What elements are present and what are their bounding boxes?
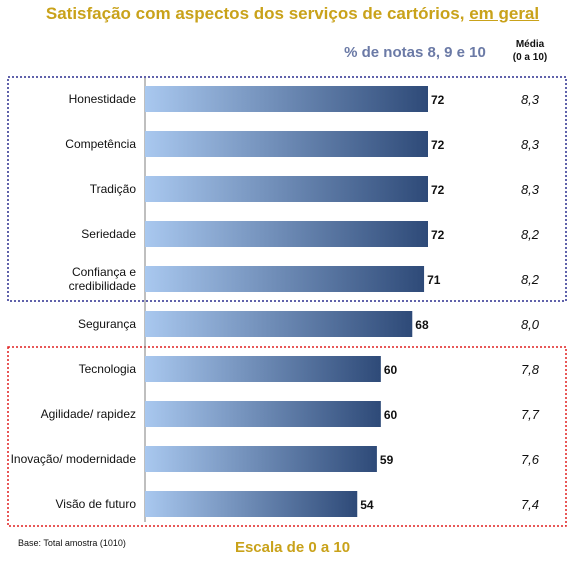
category-label-3: Seriedade — [81, 227, 136, 241]
bar-7 — [145, 401, 381, 427]
mean-label-5: 8,0 — [521, 317, 540, 332]
chart-title-emphasis: em geral — [469, 4, 540, 23]
scale-footer: Escala de 0 a 10 — [234, 539, 351, 556]
base-note: Base: Total amostra (1010) — [18, 538, 126, 548]
chart-title: Satisfação com aspectos dos serviços de … — [0, 4, 585, 24]
category-label-0: Honestidade — [69, 92, 137, 106]
value-label-7: 60 — [384, 408, 398, 422]
mean-header-line1: Média — [515, 39, 545, 50]
chart-title-main: Satisfação com aspectos dos serviços de … — [45, 4, 465, 23]
group-box-top — [7, 76, 567, 302]
mean-label-8: 7,6 — [521, 452, 540, 467]
category-label-9: Visão de futuro — [55, 497, 136, 511]
value-label-2: 72 — [431, 183, 445, 197]
mean-label-6: 7,8 — [521, 362, 540, 377]
category-label-4: Confiança e credibilidade — [69, 265, 137, 293]
bar-4 — [145, 266, 425, 292]
category-label-8: Inovação/ modernidade — [11, 452, 137, 466]
category-label-6: Tecnologia — [79, 362, 137, 376]
mean-label-1: 8,3 — [521, 137, 540, 152]
bar-9 — [145, 491, 358, 517]
mean-column-header: Média (0 a 10) — [505, 38, 555, 64]
mean-label-2: 8,3 — [521, 182, 540, 197]
category-label-7: Agilidade/ rapidez — [41, 407, 136, 421]
mean-label-3: 8,2 — [521, 227, 540, 242]
value-label-4: 71 — [427, 273, 441, 287]
mean-label-4: 8,2 — [521, 272, 540, 287]
bar-5 — [145, 311, 413, 337]
value-label-9: 54 — [360, 498, 374, 512]
bar-2 — [145, 176, 428, 202]
mean-label-9: 7,4 — [521, 497, 539, 512]
bar-3 — [145, 221, 428, 247]
mean-header-line2: (0 a 10) — [512, 52, 548, 63]
value-label-1: 72 — [431, 138, 445, 152]
value-label-0: 72 — [431, 93, 445, 107]
pct-column-header: % de notas 8, 9 e 10 — [344, 44, 486, 61]
mean-label-7: 7,7 — [521, 407, 540, 422]
category-label-5: Segurança — [78, 317, 136, 331]
value-label-8: 59 — [380, 453, 394, 467]
value-label-6: 60 — [384, 363, 398, 377]
group-box-bottom — [7, 346, 567, 527]
category-label-2: Tradição — [90, 182, 137, 196]
mean-label-0: 8,3 — [521, 92, 540, 107]
value-label-3: 72 — [431, 228, 445, 242]
bar-8 — [145, 446, 377, 472]
category-label-1: Competência — [65, 137, 136, 151]
value-label-5: 68 — [415, 318, 429, 332]
bar-0 — [145, 86, 428, 112]
bar-1 — [145, 131, 428, 157]
bar-6 — [145, 356, 381, 382]
